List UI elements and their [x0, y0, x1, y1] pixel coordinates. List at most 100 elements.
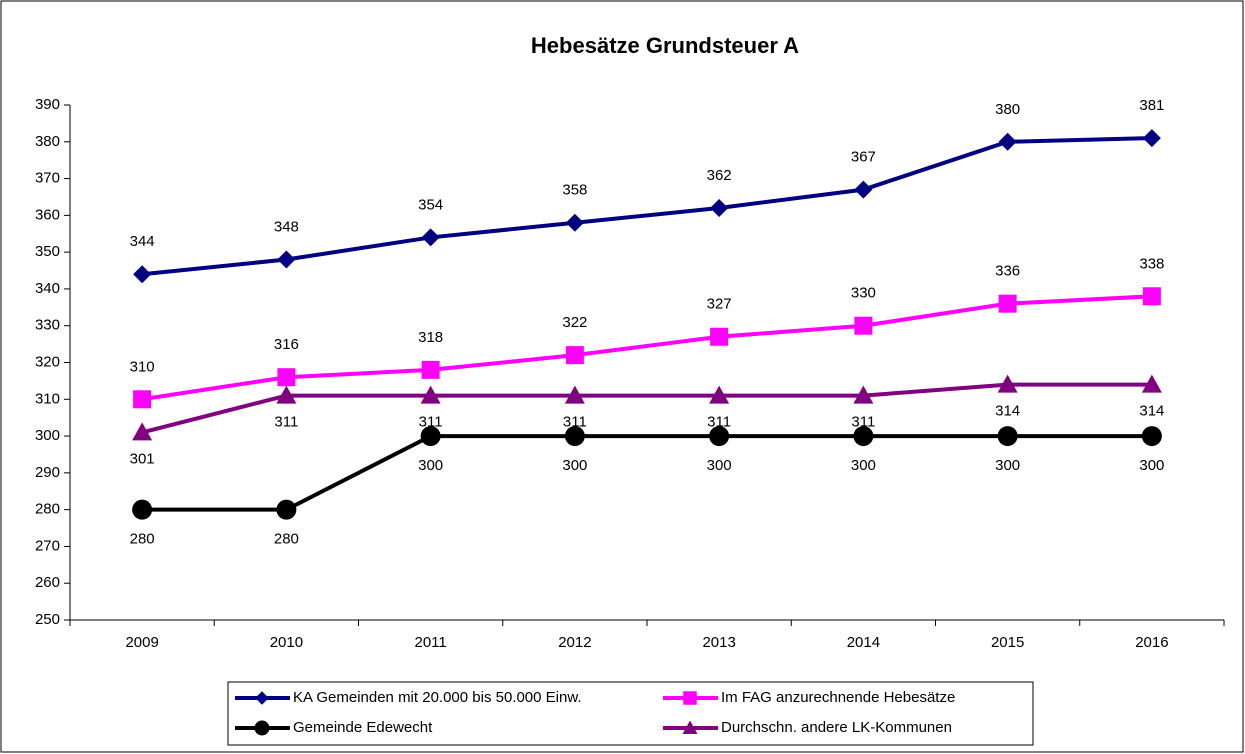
- marker: [276, 499, 297, 520]
- data-label: 380: [995, 101, 1020, 118]
- legend-marker: [255, 691, 269, 705]
- marker: [564, 426, 585, 447]
- legend-label: Durchschn. andere LK-Kommunen: [721, 719, 952, 736]
- marker: [564, 385, 585, 404]
- marker: [998, 294, 1017, 313]
- series-line: [142, 434, 1152, 512]
- x-tick-label: 2014: [847, 634, 880, 651]
- series-line: [141, 136, 1152, 277]
- data-label: 280: [274, 531, 299, 548]
- marker: [997, 426, 1018, 447]
- legend-marker: [683, 691, 697, 705]
- x-tick-label: 2013: [702, 634, 735, 651]
- y-tick-label: 300: [35, 427, 60, 444]
- data-label: 354: [418, 196, 443, 213]
- series-line: [141, 382, 1152, 435]
- legend-label: KA Gemeinden mit 20.000 bis 50.000 Einw.: [293, 689, 582, 706]
- y-tick-label: 250: [35, 611, 60, 628]
- marker: [565, 213, 584, 232]
- x-tick-label: 2015: [991, 634, 1024, 651]
- marker: [277, 368, 296, 387]
- legend-label: Im FAG anzurechnende Hebesätze: [721, 689, 955, 706]
- marker: [854, 316, 873, 335]
- data-label: 300: [418, 457, 443, 474]
- data-label: 311: [707, 414, 731, 431]
- data-label: 310: [130, 358, 155, 375]
- legend-marker: [254, 720, 270, 736]
- data-label: 358: [562, 182, 587, 199]
- data-label: 311: [419, 414, 443, 431]
- marker: [276, 385, 297, 404]
- marker: [1142, 129, 1161, 148]
- data-label: 311: [274, 414, 298, 431]
- legend-marker: [682, 720, 698, 734]
- data-label: 322: [562, 314, 587, 331]
- data-label: 300: [995, 457, 1020, 474]
- y-tick-label: 340: [35, 280, 60, 297]
- x-tick-label: 2012: [558, 634, 591, 651]
- marker: [133, 390, 152, 409]
- data-label: 301: [130, 450, 155, 467]
- data-label: 311: [851, 414, 875, 431]
- marker: [420, 385, 441, 404]
- data-label: 367: [851, 149, 876, 166]
- marker: [132, 422, 153, 441]
- y-tick-label: 290: [35, 464, 60, 481]
- y-tick-label: 370: [35, 170, 60, 187]
- y-tick-label: 310: [35, 390, 60, 407]
- marker: [998, 132, 1017, 151]
- y-tick-label: 330: [35, 317, 60, 334]
- data-label: 330: [851, 285, 876, 302]
- data-label: 348: [274, 218, 299, 235]
- data-label: 300: [562, 457, 587, 474]
- y-tick-label: 390: [35, 96, 60, 113]
- data-label: 280: [130, 531, 155, 548]
- data-label: 338: [1139, 255, 1164, 272]
- marker: [709, 385, 730, 404]
- data-label: 314: [995, 403, 1020, 420]
- x-tick-label: 2011: [414, 634, 446, 651]
- data-label: 314: [1139, 403, 1164, 420]
- x-tick-label: 2009: [125, 634, 158, 651]
- x-tick-label: 2016: [1135, 634, 1168, 651]
- data-label: 336: [995, 263, 1020, 280]
- marker: [710, 327, 729, 346]
- data-label: 311: [563, 414, 587, 431]
- marker: [710, 199, 729, 217]
- data-label: 300: [1139, 457, 1164, 474]
- marker: [1142, 287, 1161, 306]
- marker: [277, 250, 296, 269]
- marker: [132, 499, 153, 520]
- data-label: 316: [274, 336, 299, 353]
- data-label: 318: [418, 329, 443, 346]
- marker: [421, 360, 440, 379]
- data-label: 381: [1139, 97, 1164, 114]
- marker: [853, 385, 874, 404]
- data-label: 344: [130, 233, 155, 250]
- marker: [997, 374, 1018, 393]
- marker: [421, 228, 440, 247]
- data-label: 327: [707, 296, 732, 313]
- y-tick-label: 360: [35, 206, 60, 223]
- y-tick-label: 280: [35, 501, 60, 518]
- marker: [853, 426, 874, 447]
- y-tick-label: 320: [35, 353, 60, 370]
- marker: [1141, 374, 1162, 393]
- marker: [1141, 426, 1162, 447]
- legend-box: [227, 681, 1034, 746]
- y-tick-label: 270: [35, 537, 60, 554]
- marker: [854, 180, 873, 199]
- legend-label: Gemeinde Edewecht: [293, 719, 433, 736]
- chart-title: Hebesätze Grundsteuer A: [531, 33, 799, 58]
- x-tick-label: 2010: [270, 634, 303, 651]
- series-line: [141, 294, 1152, 402]
- marker: [420, 426, 441, 447]
- data-label: 300: [851, 457, 876, 474]
- data-label: 362: [707, 167, 732, 184]
- y-tick-label: 380: [35, 133, 60, 150]
- data-label: 300: [707, 457, 732, 474]
- marker: [133, 265, 152, 284]
